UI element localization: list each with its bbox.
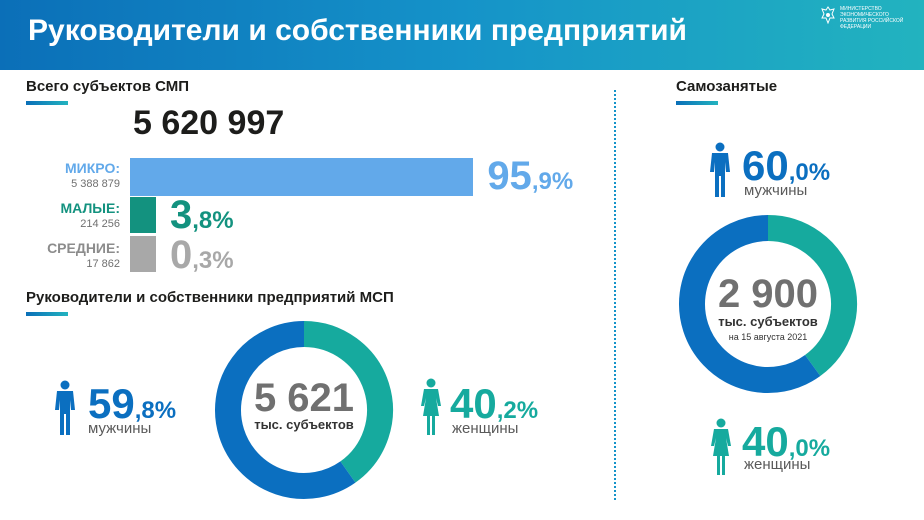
self-center-unit: тыс. субъектов <box>718 314 818 329</box>
msp-donut-slice-women <box>303 321 393 483</box>
page-title: Руководители и собственники предприятий <box>28 14 687 47</box>
self-center-date: на 15 августа 2021 <box>728 332 808 342</box>
man-icon <box>710 142 730 197</box>
category-micro-label: МИКРО: <box>65 160 120 176</box>
self-employed-title-underline <box>676 101 718 105</box>
self-donut-slice-men <box>679 215 821 393</box>
self-women-pct: 40,0% <box>742 418 831 465</box>
self-center-value: 2 900 <box>717 272 819 316</box>
msp-center-value: 5 621 <box>253 376 355 420</box>
msp-women-pct: 40,2% <box>450 380 539 427</box>
category-medium-count: 17 862 <box>86 258 120 270</box>
smp-total: 5 620 997 <box>133 104 285 142</box>
msp-donut-slice-men <box>215 321 356 499</box>
bar-micro <box>130 158 474 196</box>
msp-men-pct: 59,8% <box>88 380 177 427</box>
category-small-label: МАЛЫЕ: <box>60 200 120 216</box>
bar-medium <box>130 236 156 272</box>
bar-small <box>130 197 156 233</box>
msp-women-label: женщины <box>452 420 519 437</box>
category-small-pct: 3,8% <box>170 193 234 237</box>
ministry-logo: МИНИСТЕРСТВО ЭКОНОМИЧЕСКОГО РАЗВИТИЯ РОС… <box>820 4 912 30</box>
self-donut-slice-women <box>767 215 857 376</box>
ministry-name: МИНИСТЕРСТВО ЭКОНОМИЧЕСКОГО РАЗВИТИЯ РОС… <box>840 6 904 30</box>
msp-gender-donut <box>215 321 393 499</box>
msp-title-underline <box>26 312 68 316</box>
category-micro-pct: 95,9% <box>487 154 574 198</box>
smp-title-underline <box>26 101 68 105</box>
man-icon <box>55 380 75 435</box>
self-men-label: мужчины <box>744 182 808 199</box>
msp-men-label: мужчины <box>88 420 152 437</box>
category-medium-pct: 0,3% <box>170 233 234 277</box>
category-small-count: 214 256 <box>80 218 120 230</box>
msp-title: Руководители и собственники предприятий … <box>26 289 394 306</box>
woman-icon <box>421 378 441 435</box>
woman-icon <box>711 418 731 475</box>
emblem-icon <box>821 6 835 24</box>
header-banner: Руководители и собственники предприятий … <box>0 0 924 70</box>
self-employed-title: Самозанятые <box>676 78 778 95</box>
self-employed-gender-donut <box>679 215 857 393</box>
self-men-pct: 60,0% <box>742 142 831 189</box>
msp-center-unit: тыс. субъектов <box>254 417 354 432</box>
category-micro-count: 5 388 879 <box>71 178 120 190</box>
smp-title: Всего субъектов СМП <box>26 78 190 95</box>
category-medium-label: СРЕДНИЕ: <box>47 240 120 256</box>
section-divider <box>614 90 616 500</box>
self-women-label: женщины <box>744 456 811 473</box>
